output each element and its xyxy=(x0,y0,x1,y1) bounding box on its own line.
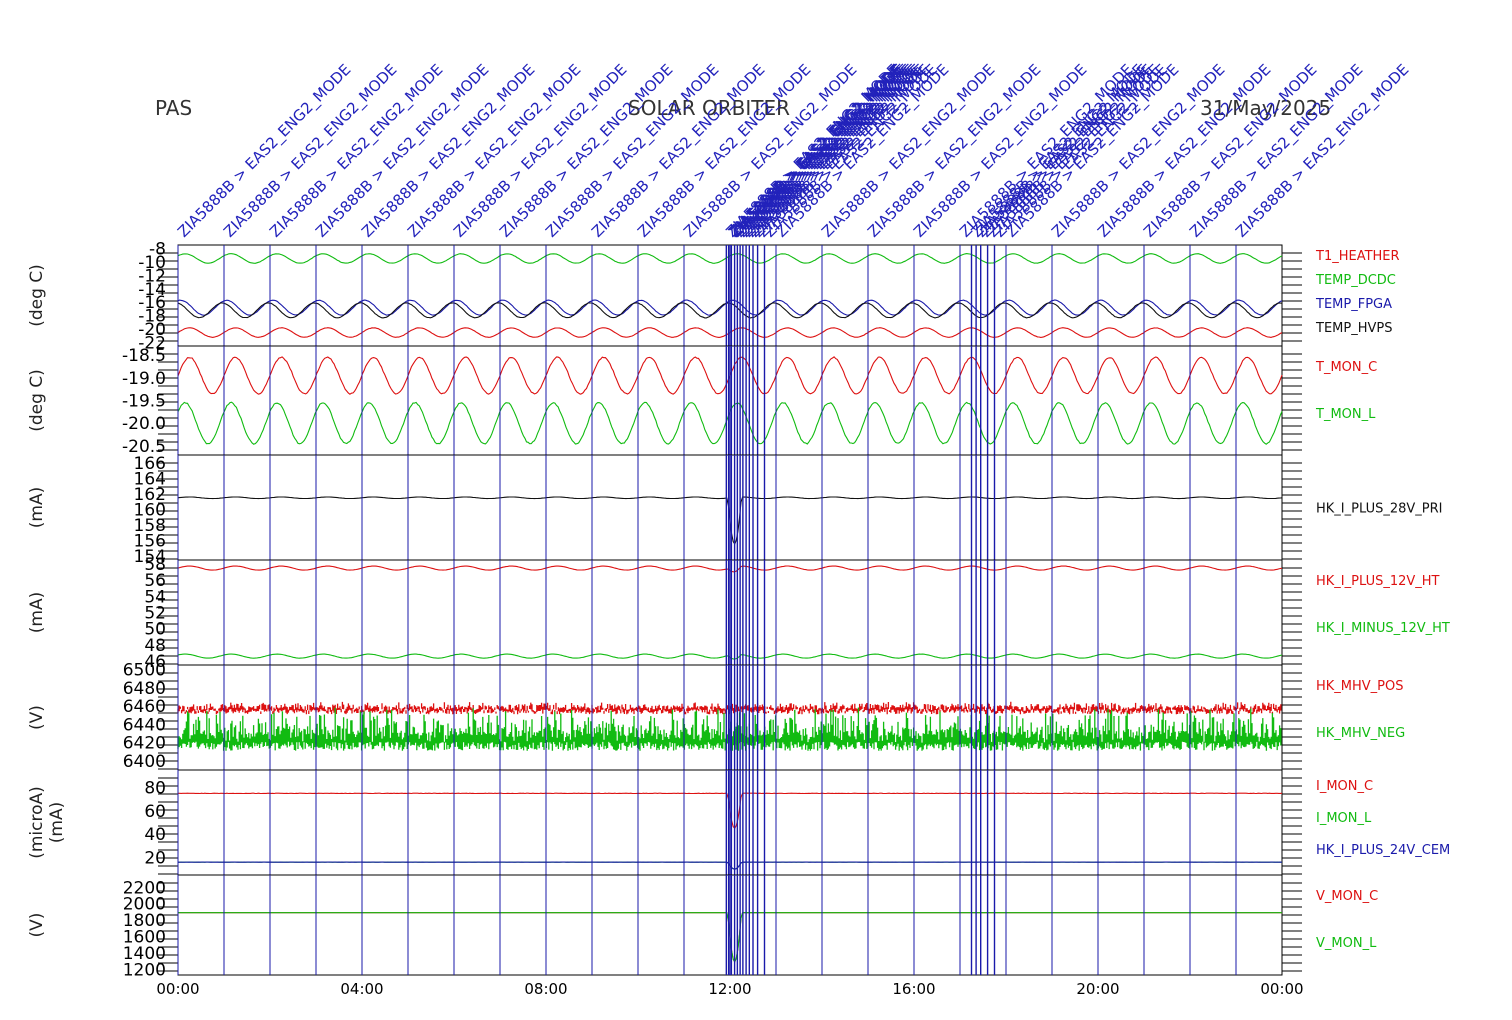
y-tick-label-4-0: 6500 xyxy=(123,661,166,681)
y-axis-label-3: (mA) xyxy=(27,592,47,633)
legend-hk_i_plus_24v_cem: HK_I_PLUS_24V_CEM xyxy=(1316,843,1450,858)
legend-t_mon_l: T_MON_L xyxy=(1315,407,1376,422)
time-tick-label-4: 16:00 xyxy=(892,980,935,998)
legend-hk_i_plus_28v_pri: HK_I_PLUS_28V_PRI xyxy=(1316,502,1442,517)
legend-t_mon_c: T_MON_C xyxy=(1315,360,1377,375)
y-tick-label-0-4: -16 xyxy=(138,293,166,313)
legend-temp_hvps: TEMP_HVPS xyxy=(1315,321,1392,336)
legend-i_mon_c: I_MON_C xyxy=(1316,779,1373,794)
y-tick-label-3-1: 56 xyxy=(144,571,166,591)
y-axis-label-1: (deg C) xyxy=(27,369,47,432)
time-tick-label-2: 08:00 xyxy=(524,980,567,998)
y-tick-label-6-3: 1600 xyxy=(123,927,166,947)
legend-temp_fpga: TEMP_FPGA xyxy=(1315,297,1392,312)
y-tick-label-1-4: -20.5 xyxy=(122,437,166,457)
y-tick-label-2-5: 156 xyxy=(134,532,166,552)
y-tick-label-3-4: 50 xyxy=(144,620,166,640)
legend-hk_i_plus_12v_ht: HK_I_PLUS_12V_HT xyxy=(1316,574,1440,589)
y-axis-label-6: (V) xyxy=(27,913,47,938)
y-tick-label-3-2: 54 xyxy=(144,587,166,607)
date-label: 31/May/2025 xyxy=(1200,96,1332,120)
y-axis-label-5: (mA) xyxy=(47,802,67,843)
time-tick-label-0: 00:00 xyxy=(156,980,199,998)
y-tick-label-1-1: -19.0 xyxy=(122,369,166,389)
y-tick-label-5-0: 80 xyxy=(144,779,166,799)
y-tick-label-6-5: 1200 xyxy=(123,960,166,980)
y-tick-label-6-4: 1400 xyxy=(123,944,166,964)
y-tick-label-5-2: 40 xyxy=(144,825,166,845)
y-tick-label-4-3: 6440 xyxy=(123,715,166,735)
instrument-label: PAS xyxy=(155,96,193,120)
y-tick-label-1-3: -20.0 xyxy=(122,414,166,434)
time-tick-label-5: 20:00 xyxy=(1076,980,1119,998)
y-tick-label-0-2: -12 xyxy=(138,266,166,286)
legend-hk_mhv_pos: HK_MHV_POS xyxy=(1316,679,1404,694)
y-tick-label-1-0: -18.5 xyxy=(122,346,166,366)
y-tick-label-2-3: 160 xyxy=(134,500,166,520)
legend-temp_dcdc: TEMP_DCDC xyxy=(1315,273,1396,288)
legend-hk_mhv_neg: HK_MHV_NEG xyxy=(1316,726,1405,741)
time-tick-label-1: 04:00 xyxy=(340,980,383,998)
y-tick-label-3-3: 52 xyxy=(144,604,166,624)
time-tick-label-6: 00:00 xyxy=(1260,980,1303,998)
y-tick-label-3-5: 48 xyxy=(144,636,166,656)
time-tick-label-3: 12:00 xyxy=(708,980,751,998)
y-tick-label-0-3: -14 xyxy=(138,280,166,300)
y-tick-label-6-2: 1800 xyxy=(123,911,166,931)
y-tick-label-4-5: 6400 xyxy=(123,752,166,772)
y-axis-label-4: (V) xyxy=(27,705,47,730)
legend-v_mon_l: V_MON_L xyxy=(1316,936,1377,951)
legend-hk_i_minus_12v_ht: HK_I_MINUS_12V_HT xyxy=(1316,621,1450,636)
y-tick-label-0-6: -20 xyxy=(138,320,166,340)
y-tick-label-0-7: -22 xyxy=(138,334,166,354)
y-tick-label-2-6: 154 xyxy=(134,547,166,567)
y-tick-label-5-1: 60 xyxy=(144,802,166,822)
y-tick-label-3-6: 46 xyxy=(144,652,166,672)
legend-t1_heather: T1_HEATHER xyxy=(1315,249,1400,264)
y-axis-label-0: (deg C) xyxy=(27,264,47,327)
y-tick-label-2-0: 166 xyxy=(134,454,166,474)
y-tick-label-6-1: 2000 xyxy=(123,895,166,915)
legend-i_mon_l: I_MON_L xyxy=(1316,811,1372,826)
y-axis-label-5: (microA) xyxy=(27,786,47,859)
y-tick-label-4-4: 6420 xyxy=(123,734,166,754)
legend-v_mon_c: V_MON_C xyxy=(1316,889,1378,904)
y-tick-label-4-2: 6460 xyxy=(123,697,166,717)
y-tick-label-3-0: 58 xyxy=(144,555,166,575)
y-tick-label-5-3: 20 xyxy=(144,849,166,869)
y-axis-label-2: (mA) xyxy=(27,487,47,528)
y-tick-label-4-1: 6480 xyxy=(123,679,166,699)
y-tick-label-2-4: 158 xyxy=(134,516,166,536)
y-tick-label-2-1: 164 xyxy=(134,469,166,489)
y-tick-label-1-2: -19.5 xyxy=(122,392,166,412)
mission-title: SOLAR ORBITER xyxy=(628,96,790,120)
y-tick-label-0-5: -18 xyxy=(138,307,166,327)
y-tick-label-0-1: -10 xyxy=(138,253,166,273)
series-hk_mhv_pos xyxy=(177,701,1282,715)
y-tick-label-2-2: 162 xyxy=(134,485,166,505)
y-tick-label-6-0: 2200 xyxy=(123,878,166,898)
y-tick-label-0-0: -8 xyxy=(149,239,166,259)
